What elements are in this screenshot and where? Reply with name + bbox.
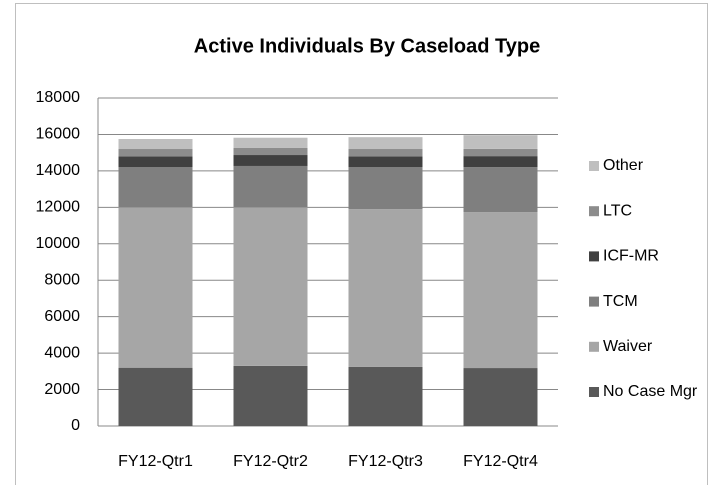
- bar-segment: [118, 167, 193, 208]
- bar-segment: [233, 207, 308, 366]
- y-tick-label: 4000: [44, 344, 80, 361]
- bar-segment: [463, 156, 538, 168]
- bar-segment: [348, 209, 423, 367]
- x-tick-label: FY12-Qtr4: [463, 453, 538, 470]
- bar-segment: [118, 149, 193, 157]
- legend-label: Waiver: [603, 338, 653, 355]
- y-tick-label: 8000: [44, 271, 80, 288]
- chart-title: Active Individuals By Caseload Type: [194, 35, 540, 57]
- bar-segment: [118, 156, 193, 168]
- bar-segment: [348, 149, 423, 157]
- legend-label: TCM: [603, 293, 638, 310]
- legend-swatch: [589, 341, 599, 352]
- y-tick-label: 10000: [36, 235, 81, 252]
- bar-segment: [118, 367, 193, 426]
- legend-swatch: [589, 296, 599, 307]
- legend-label: ICF-MR: [603, 248, 659, 265]
- legend-swatch: [589, 387, 599, 397]
- bar-segment: [118, 207, 193, 368]
- bar-segment: [348, 167, 423, 210]
- bar-segment: [233, 155, 308, 166]
- bar-segment: [348, 137, 423, 150]
- x-tick-label: FY12-Qtr1: [118, 453, 193, 470]
- bar-segment: [118, 139, 193, 150]
- legend-swatch: [589, 161, 599, 171]
- bar-segment: [463, 167, 538, 213]
- y-tick-label: 14000: [36, 162, 81, 179]
- bar-segment: [348, 366, 423, 426]
- bar-segment: [348, 156, 423, 168]
- y-tick-label: 6000: [44, 308, 80, 325]
- x-tick-label: FY12-Qtr3: [348, 453, 423, 470]
- y-tick-label: 2000: [44, 381, 80, 398]
- y-tick-label: 0: [71, 417, 80, 434]
- bar-segment: [463, 212, 538, 369]
- legend-swatch: [589, 206, 599, 217]
- x-tick-label: FY12-Qtr2: [233, 453, 308, 470]
- bar-segment: [233, 137, 308, 148]
- y-tick-label: 12000: [36, 199, 81, 216]
- legend-swatch: [589, 251, 599, 262]
- bar-segment: [233, 365, 308, 426]
- bar-segment: [463, 135, 538, 149]
- bar-segment: [233, 165, 308, 208]
- legend-label: Other: [603, 157, 644, 174]
- y-tick-label: 18000: [36, 89, 81, 106]
- bar-segment: [233, 147, 308, 156]
- bar-segment: [463, 368, 538, 426]
- bar-segment: [463, 148, 538, 157]
- legend-label: LTC: [603, 202, 632, 219]
- y-tick-label: 16000: [36, 126, 81, 143]
- legend-label: No Case Mgr: [603, 383, 698, 400]
